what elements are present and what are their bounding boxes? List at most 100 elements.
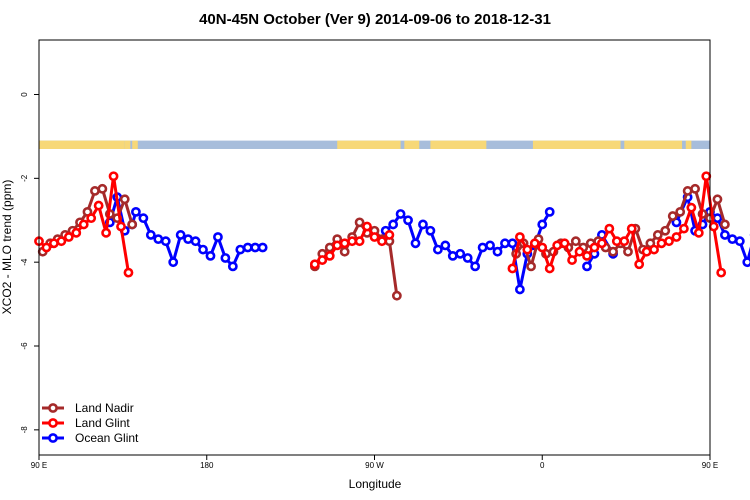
- data-point: [619, 236, 630, 247]
- data-point: [589, 242, 600, 253]
- data-point: [693, 227, 704, 238]
- data-point: [324, 250, 335, 261]
- data-point: [395, 209, 406, 219]
- data-point: [410, 238, 421, 249]
- land-band-segment: [532, 140, 621, 149]
- data-point: [455, 248, 466, 259]
- data-point: [339, 238, 350, 249]
- data-point: [470, 261, 481, 272]
- data-point: [712, 194, 723, 205]
- data-point: [716, 267, 727, 278]
- data-point: [526, 261, 536, 272]
- legend-label: Ocean Glint: [75, 431, 139, 445]
- data-point: [514, 284, 525, 295]
- legend-marker: [48, 418, 58, 428]
- y-axis-title: XCO2 - MLO trend (ppm): [0, 180, 14, 315]
- data-point: [127, 219, 138, 230]
- data-point: [309, 259, 320, 270]
- data-point: [529, 238, 540, 249]
- data-point: [347, 236, 358, 247]
- data-point: [604, 223, 615, 234]
- data-point: [175, 230, 186, 240]
- legend-entry: Land Glint: [42, 416, 130, 430]
- data-point: [354, 217, 365, 228]
- data-point: [190, 236, 201, 247]
- y-axis: 0 -2 -4 -6 -8: [20, 92, 39, 433]
- data-point: [447, 250, 458, 261]
- x-axis-title: Longitude: [349, 477, 402, 491]
- data-point: [145, 230, 156, 240]
- data-point: [720, 230, 730, 240]
- land-band-segment: [39, 140, 125, 149]
- data-point: [675, 206, 686, 217]
- data-point: [78, 219, 89, 230]
- land-band-segment: [404, 140, 420, 149]
- data-point: [168, 257, 179, 268]
- x-tick-label: 90 W: [365, 461, 384, 470]
- data-point: [227, 261, 238, 272]
- data-point: [522, 244, 533, 255]
- data-point: [477, 242, 488, 253]
- legend-entry: Ocean Glint: [42, 431, 139, 445]
- data-point: [492, 246, 503, 257]
- x-tick-label: 90 E: [31, 461, 47, 470]
- data-point: [608, 246, 618, 257]
- data-point: [257, 242, 268, 253]
- data-point: [656, 238, 667, 249]
- data-point: [682, 186, 693, 196]
- data-point: [567, 255, 577, 265]
- data-point: [742, 257, 750, 268]
- data-point: [377, 236, 387, 247]
- data-point: [679, 223, 689, 234]
- data-point: [71, 227, 82, 238]
- data-point: [514, 232, 525, 242]
- data-point: [160, 236, 171, 247]
- data-point: [205, 250, 216, 261]
- x-tick-label: 180: [200, 461, 214, 470]
- land-band-segment: [685, 140, 692, 149]
- data-point: [708, 221, 719, 232]
- data-point: [138, 213, 149, 224]
- data-point: [537, 242, 548, 253]
- data-point: [537, 219, 548, 230]
- data-point: [611, 236, 622, 247]
- data-point: [720, 219, 730, 230]
- data-point: [432, 244, 443, 255]
- data-point: [41, 242, 52, 253]
- x-tick-label: 0: [540, 461, 545, 470]
- data-point: [198, 244, 208, 255]
- series-layer: [34, 171, 750, 301]
- data-point: [332, 240, 343, 251]
- data-point: [649, 244, 659, 255]
- data-point: [63, 232, 74, 242]
- land-band-segment: [430, 140, 487, 149]
- data-point: [250, 242, 261, 253]
- y-tick-label: -6: [20, 342, 29, 350]
- data-point: [339, 246, 350, 257]
- land-band-segment: [124, 140, 131, 149]
- data-point: [667, 211, 678, 221]
- data-point: [369, 232, 380, 242]
- data-point: [701, 171, 712, 182]
- data-point: [641, 246, 652, 257]
- data-point: [93, 200, 104, 211]
- land-band-segment: [337, 140, 401, 149]
- data-point: [213, 232, 223, 242]
- data-point: [500, 238, 510, 249]
- data-point: [660, 225, 671, 236]
- data-point: [123, 267, 134, 278]
- data-point: [559, 238, 570, 249]
- data-point: [49, 238, 59, 249]
- data-point: [582, 261, 592, 272]
- land-band-segment: [132, 140, 138, 149]
- data-point: [235, 244, 246, 255]
- data-point: [384, 230, 395, 240]
- land-ocean-band: [39, 140, 710, 149]
- data-point: [734, 236, 745, 247]
- data-point: [664, 236, 674, 247]
- data-point: [56, 236, 67, 247]
- data-point: [671, 232, 682, 242]
- data-point: [220, 253, 231, 263]
- data-point: [116, 221, 126, 232]
